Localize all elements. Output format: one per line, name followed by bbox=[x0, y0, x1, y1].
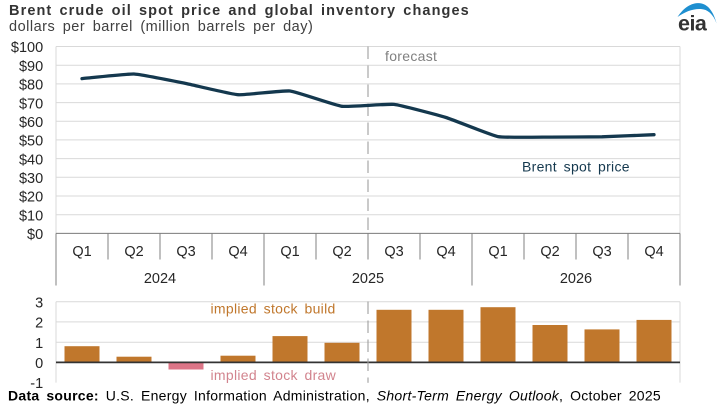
svg-text:$0: $0 bbox=[27, 227, 43, 243]
svg-text:$80: $80 bbox=[19, 78, 43, 94]
svg-text:$20: $20 bbox=[19, 190, 43, 206]
svg-text:eia: eia bbox=[678, 12, 708, 36]
svg-text:Q1: Q1 bbox=[488, 244, 507, 260]
svg-text:1: 1 bbox=[35, 336, 43, 352]
svg-text:2024: 2024 bbox=[144, 271, 176, 287]
svg-text:Q3: Q3 bbox=[592, 244, 611, 260]
svg-text:Q3: Q3 bbox=[384, 244, 403, 260]
svg-text:$30: $30 bbox=[19, 171, 43, 187]
svg-text:Q4: Q4 bbox=[228, 244, 247, 260]
svg-text:Q2: Q2 bbox=[124, 244, 143, 260]
svg-text:Data source: U.S. Energy Infor: Data source: U.S. Energy Information Adm… bbox=[8, 388, 661, 404]
svg-text:$40: $40 bbox=[19, 152, 43, 168]
svg-text:$70: $70 bbox=[19, 96, 43, 112]
svg-text:2025: 2025 bbox=[352, 271, 384, 287]
svg-text:implied stock build: implied stock build bbox=[211, 301, 336, 317]
svg-text:implied stock draw: implied stock draw bbox=[211, 367, 337, 383]
svg-text:Q1: Q1 bbox=[280, 244, 299, 260]
svg-text:Q4: Q4 bbox=[644, 244, 663, 260]
svg-text:$90: $90 bbox=[19, 59, 43, 75]
svg-text:Brent spot price: Brent spot price bbox=[522, 159, 630, 175]
svg-text:Q2: Q2 bbox=[332, 244, 351, 260]
svg-text:Q3: Q3 bbox=[176, 244, 195, 260]
svg-text:-1: -1 bbox=[30, 376, 43, 392]
svg-text:Q1: Q1 bbox=[72, 244, 91, 260]
svg-text:$100: $100 bbox=[11, 40, 43, 56]
svg-text:forecast: forecast bbox=[385, 48, 437, 64]
svg-text:$10: $10 bbox=[19, 208, 43, 224]
svg-text:dollars per barrel (million ba: dollars per barrel (million barrels per … bbox=[9, 19, 313, 35]
svg-text:Brent crude oil spot price and: Brent crude oil spot price and global in… bbox=[9, 3, 470, 19]
svg-text:$50: $50 bbox=[19, 134, 43, 150]
svg-text:0: 0 bbox=[35, 356, 43, 372]
svg-text:2: 2 bbox=[35, 316, 43, 332]
svg-text:2026: 2026 bbox=[560, 271, 592, 287]
svg-text:$60: $60 bbox=[19, 115, 43, 131]
svg-text:Q4: Q4 bbox=[436, 244, 455, 260]
svg-text:Q2: Q2 bbox=[540, 244, 559, 260]
svg-text:3: 3 bbox=[35, 295, 43, 311]
